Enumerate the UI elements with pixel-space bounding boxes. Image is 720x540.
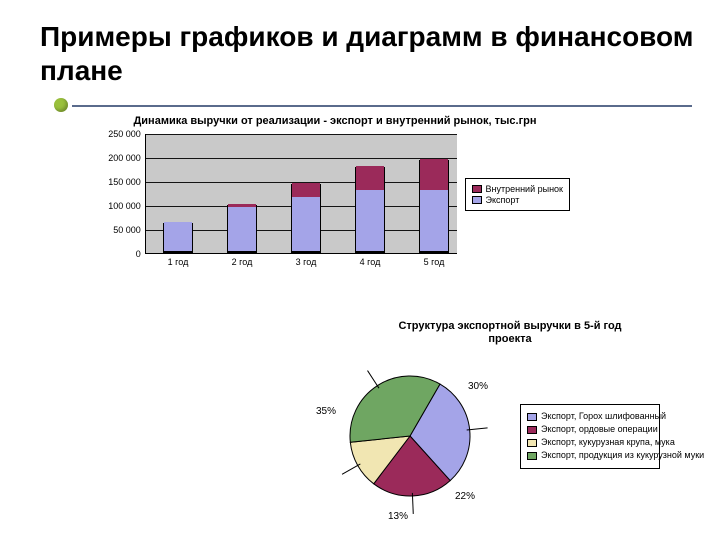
- legend-label: Внутренний рынок: [486, 184, 564, 194]
- bar: [163, 223, 193, 253]
- bar: [355, 167, 385, 253]
- gridline: [146, 158, 457, 159]
- pie-chart: Структура экспортной выручки в 5-й год п…: [310, 320, 710, 521]
- legend-swatch: [527, 413, 537, 421]
- pie-percent-label: 35%: [316, 406, 336, 417]
- x-tick-label: 4 год: [338, 257, 402, 267]
- accent-dot: [54, 98, 68, 112]
- bar-segment: [356, 190, 384, 252]
- bar-y-axis: 050 000100 000150 000200 000250 000: [100, 134, 145, 254]
- pie-leader: [368, 371, 379, 389]
- legend-swatch: [527, 452, 537, 460]
- x-tick-label: 1 год: [146, 257, 210, 267]
- bar: [227, 205, 257, 253]
- bar-segment: [356, 166, 384, 190]
- bar-chart-title: Динамика выручки от реализации - экспорт…: [100, 115, 570, 128]
- pie-percent-label: 30%: [468, 381, 488, 392]
- legend-label: Экспорт, кукурузная крупа, мука: [541, 438, 675, 448]
- bar-segment: [164, 222, 192, 252]
- legend-item: Экспорт, ордовые операции: [527, 425, 653, 435]
- bar: [291, 184, 321, 254]
- pie-legend: Экспорт, Горох шлифованный Экспорт, ордов…: [520, 404, 660, 469]
- bar-segment: [228, 207, 256, 253]
- legend-item: Внутренний рынок: [472, 184, 564, 194]
- legend-label: Экспорт, Горох шлифованный: [541, 412, 666, 422]
- y-tick-label: 200 000: [108, 153, 141, 163]
- legend-swatch: [472, 196, 482, 204]
- y-tick-label: 50 000: [113, 225, 141, 235]
- pie-percent-label: 22%: [455, 491, 475, 502]
- bar-chart: Динамика выручки от реализации - экспорт…: [100, 115, 570, 267]
- slide-title: Примеры графиков и диаграмм в финансовом…: [40, 20, 720, 87]
- legend-item: Экспорт, продукция из кукурузной муки: [527, 451, 653, 461]
- pie-percent-label: 13%: [388, 511, 408, 522]
- pie-chart-title: Структура экспортной выручки в 5-й год п…: [380, 320, 640, 345]
- pie-leader: [342, 464, 360, 474]
- y-tick-label: 250 000: [108, 129, 141, 139]
- bar-legend: Внутренний рынокЭкспорт: [465, 178, 571, 211]
- x-tick-label: 2 год: [210, 257, 274, 267]
- pie-plot-area: 30% 22% 13% 35%: [310, 351, 510, 521]
- bar-segment: [228, 204, 256, 206]
- bar-x-axis: 1 год2 год3 год4 год5 год: [146, 254, 466, 267]
- legend-label: Экспорт, ордовые операции: [541, 425, 658, 435]
- y-tick-label: 100 000: [108, 201, 141, 211]
- bar-segment: [420, 190, 448, 252]
- legend-swatch: [527, 426, 537, 434]
- legend-item: Экспорт: [472, 195, 564, 205]
- legend-item: Экспорт, кукурузная крупа, мука: [527, 438, 653, 448]
- legend-swatch: [527, 439, 537, 447]
- bar-segment: [420, 159, 448, 190]
- y-tick-label: 150 000: [108, 177, 141, 187]
- gridline: [146, 134, 457, 135]
- legend-item: Экспорт, Горох шлифованный: [527, 412, 653, 422]
- x-tick-label: 5 год: [402, 257, 466, 267]
- x-tick-label: 3 год: [274, 257, 338, 267]
- accent-line: [72, 105, 692, 107]
- bar-segment: [292, 183, 320, 197]
- legend-label: Экспорт, продукция из кукурузной муки: [541, 451, 704, 461]
- bar: [419, 160, 449, 254]
- bar-segment: [292, 197, 320, 252]
- y-tick-label: 0: [136, 249, 141, 259]
- legend-label: Экспорт: [486, 195, 520, 205]
- legend-swatch: [472, 185, 482, 193]
- bar-plot-area: [145, 134, 457, 254]
